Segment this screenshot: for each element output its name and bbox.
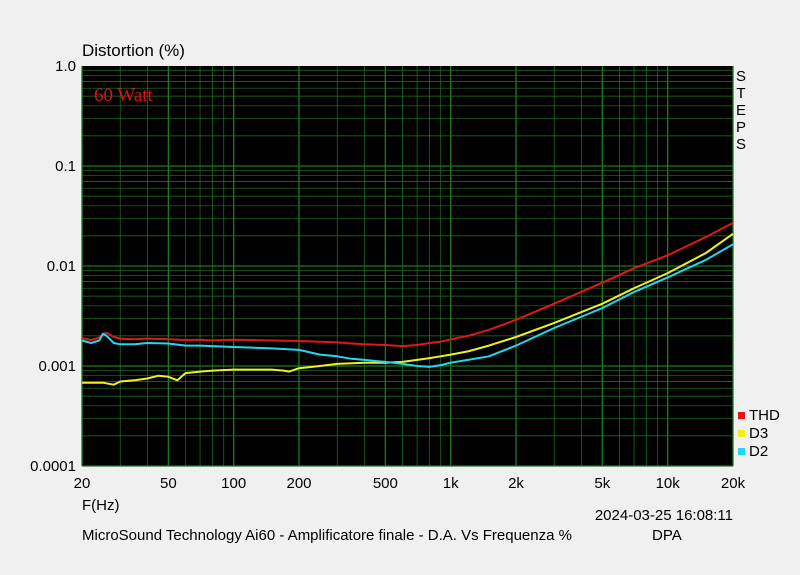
x-tick-label: 10k [656,475,681,492]
series-line-d3 [82,232,734,386]
y-tick-label: 0.01 [47,258,76,275]
x-tick-label: 50 [160,475,177,492]
y-tick-label: 0.0001 [30,458,76,475]
power-annotation: 60 Watt [94,85,154,106]
x-tick-label: 20k [721,475,746,492]
side-label-letter: S [736,136,746,153]
timestamp: 2024-03-25 16:08:11 [595,507,733,524]
x-tick-label: 1k [443,475,459,492]
series-line-thd [81,222,734,348]
y-tick-label: 1.0 [55,58,76,75]
legend-label-thd: THD [749,407,780,424]
legend-label-d2: D2 [749,443,768,460]
series-layer [81,222,734,386]
x-tick-label: 200 [286,475,311,492]
series-line-d2 [81,243,734,368]
side-label-letter: P [736,119,746,136]
chart-title: Distortion (%) [82,41,185,60]
legend-swatch-d3 [738,430,745,437]
x-tick-label: 5k [594,475,610,492]
grid-lines [81,66,734,467]
x-tick-label: 500 [373,475,398,492]
caption: MicroSound Technology Ai60 - Amplificato… [82,527,572,544]
side-label-letter: S [736,68,746,85]
legend-swatch-d2 [738,448,745,455]
x-tick-labels: 20 50 100 200 500 1k 2k 5k 10k 20k [74,475,746,492]
side-label-letter: T [736,85,745,102]
x-tick-label: 2k [508,475,524,492]
y-tick-labels: 0.0001 0.001 0.01 0.1 1.0 [30,58,76,475]
side-label-letter: E [736,102,746,119]
y-tick-label: 0.001 [38,358,76,375]
x-tick-label: 100 [221,475,246,492]
caption-tag: DPA [652,527,682,544]
x-tick-label: 20 [74,475,91,492]
legend-swatch-thd [738,412,745,419]
y-tick-label: 0.1 [55,158,76,175]
x-axis-label: F(Hz) [82,497,120,514]
legend-label-d3: D3 [749,425,768,442]
